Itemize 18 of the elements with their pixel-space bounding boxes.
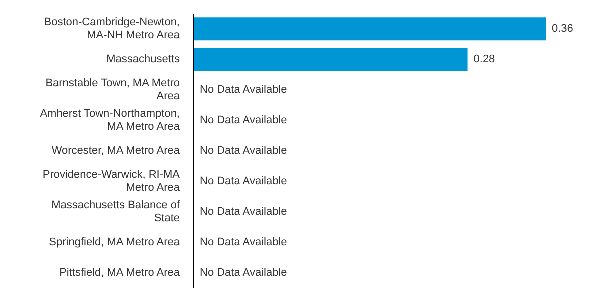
text: No Data Available bbox=[200, 84, 288, 96]
y-tick-label: Barnstable Town, MA Metro Area bbox=[46, 78, 181, 103]
y-tick-label: Worcester, MA Metro Area bbox=[52, 145, 181, 157]
text: No Data Available bbox=[200, 145, 288, 157]
text: No Data Available bbox=[200, 175, 288, 188]
y-tick-label: Pittsfield, MA Metro Area bbox=[60, 266, 181, 279]
text: No Data Available bbox=[200, 206, 288, 218]
y-tick-label: Massachusetts Balance of State bbox=[52, 199, 181, 224]
y-tick-label: Amherst Town-Northampton, MA Metro Area bbox=[40, 108, 181, 134]
y-tick-label: Massachusetts bbox=[106, 54, 180, 66]
data-label: 0.28 bbox=[474, 54, 496, 66]
y-tick-label: Boston-Cambridge-Newton, MA-NH Metro Area bbox=[44, 16, 181, 42]
y-tick-label: Springfield, MA Metro Area bbox=[49, 236, 181, 248]
data-label: 0.36 bbox=[552, 23, 574, 36]
text: No Data Available bbox=[200, 266, 288, 279]
text: No Data Available bbox=[200, 236, 288, 248]
y-tick-label: Providence-Warwick, RI-MA Metro Area bbox=[42, 168, 181, 194]
text: No Data Available bbox=[200, 114, 288, 127]
